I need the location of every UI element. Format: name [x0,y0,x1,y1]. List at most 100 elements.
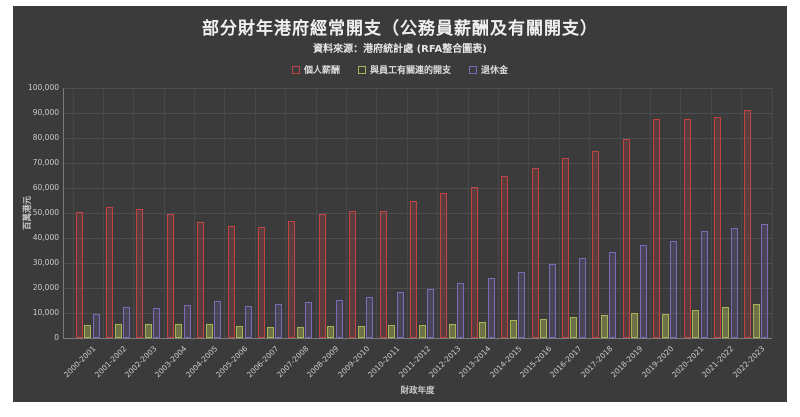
y-gridline [63,312,772,314]
bar-個人薪酬-2015-2016 [531,168,539,338]
x-gridline [285,88,287,338]
x-tick-label: 2010-2011 [366,344,402,380]
bar-退休金-2009-2010 [366,297,374,338]
x-tick-label: 2001-2002 [92,344,128,380]
y-gridline [63,187,772,189]
x-tick-label: 2008-2009 [305,344,341,380]
bar-退休金-2004-2005 [214,300,222,338]
bar-與員工有關連的開支-2018-2019 [631,312,639,338]
bar-與員工有關連的開支-2020-2021 [692,310,700,338]
bar-與員工有關連的開支-2014-2015 [509,320,517,338]
x-tick-label: 2022-2023 [730,344,767,380]
x-gridline [346,88,348,338]
x-gridline [528,88,530,338]
y-gridline [63,287,772,289]
y-gridline [63,162,772,164]
bar-退休金-2016-2017 [578,258,586,338]
bar-個人薪酬-2018-2019 [622,139,630,338]
y-tick-label: 60,000 [32,183,59,192]
x-tick-label: 2009-2010 [335,344,372,380]
bar-個人薪酬-2022-2023 [744,110,752,338]
y-tick-label: 10,000 [32,308,59,317]
bar-與員工有關連的開支-2017-2018 [600,314,608,338]
bar-個人薪酬-2004-2005 [197,221,205,338]
chart-title: 部分財年港府經常開支（公務員薪酬及有關開支） [202,19,598,39]
bar-退休金-2000-2001 [92,313,100,338]
bar-退休金-2020-2021 [700,231,708,338]
bar-個人薪酬-2000-2001 [75,211,83,338]
bar-退休金-2014-2015 [518,271,526,338]
bar-個人薪酬-2013-2014 [470,186,478,338]
bar-與員工有關連的開支-2008-2009 [327,326,335,338]
bar-與員工有關連的開支-2003-2004 [175,323,183,338]
bar-與員工有關連的開支-2022-2023 [752,303,760,338]
bar-退休金-2011-2012 [427,289,434,338]
bar-退休金-2017-2018 [609,252,617,338]
bar-個人薪酬-2001-2002 [106,207,114,338]
bar-退休金-2013-2014 [487,278,495,338]
y-gridline [63,212,772,214]
x-gridline [771,88,773,338]
x-gridline [254,88,256,338]
legend-marker-icon [469,65,477,74]
bar-與員工有關連的開支-2010-2011 [388,325,396,338]
chart-subtitle: 資料來源：港府統計處 (RFA整合圖表) [313,44,487,55]
bar-個人薪酬-2008-2009 [318,214,326,338]
bar-與員工有關連的開支-2019-2020 [661,313,669,338]
y-tick-label: 70,000 [32,158,59,167]
x-gridline [619,88,621,338]
legend-marker-icon [291,65,300,74]
bar-與員工有關連的開支-2007-2008 [296,326,304,338]
x-tick-label: 2015-2016 [518,344,554,380]
y-tick-label: 90,000 [32,108,59,117]
x-tick-label: 2013-2014 [457,344,493,380]
chart-panel: 部分財年港府經常開支（公務員薪酬及有關開支） 資料來源：港府統計處 (RFA整合… [13,6,787,402]
x-gridline [406,88,408,338]
bar-個人薪酬-2010-2011 [379,210,387,338]
bar-個人薪酬-2014-2015 [501,176,509,338]
legend-label: 與員工有關連的開支 [369,66,451,76]
bar-個人薪酬-2017-2018 [592,151,600,338]
y-tick-label: 30,000 [32,258,59,267]
bar-退休金-2005-2006 [244,306,252,338]
x-gridline [467,88,469,338]
x-gridline [133,88,135,338]
y-tick-label: 20,000 [32,283,59,292]
bar-與員工有關連的開支-2002-2003 [144,323,152,338]
bar-退休金-2007-2008 [305,302,313,338]
bar-個人薪酬-2012-2013 [440,192,448,338]
bar-個人薪酬-2019-2020 [653,119,661,338]
y-gridline [63,237,772,239]
x-gridline [710,88,712,338]
x-tick-label: 2018-2019 [609,344,645,380]
legend-label: 個人薪酬 [303,66,340,76]
bar-個人薪酬-2005-2006 [227,225,235,338]
x-gridline [72,88,74,338]
bar-個人薪酬-2007-2008 [288,221,296,338]
y-tick-label: 50,000 [32,208,59,217]
x-tick-label: 2021-2022 [700,344,736,380]
y-gridline [63,137,772,139]
bar-退休金-2012-2013 [457,283,465,338]
x-tick-label: 2004-2005 [183,344,220,380]
x-gridline [102,88,104,338]
x-gridline [558,88,560,338]
x-gridline [376,88,378,338]
y-tick-label: 0 [54,333,59,342]
bar-與員工有關連的開支-2001-2002 [114,323,122,338]
bar-退休金-2018-2019 [639,245,647,338]
bar-與員工有關連的開支-2013-2014 [479,322,487,338]
x-tick-label: 2011-2012 [396,344,432,380]
bar-與員工有關連的開支-2021-2022 [722,306,730,338]
x-tick-label: 2000-2001 [62,344,98,380]
bar-與員工有關連的開支-2005-2006 [236,326,244,338]
bar-退休金-2006-2007 [275,303,283,338]
bar-與員工有關連的開支-2004-2005 [205,324,213,338]
x-tick-label: 2017-2018 [578,344,615,380]
y-gridline [63,262,772,264]
x-axis-title: 財政年度 [400,386,435,396]
x-gridline [437,88,439,338]
legend-item-個人薪酬: 個人薪酬 [291,63,340,76]
bar-退休金-2002-2003 [153,307,161,338]
